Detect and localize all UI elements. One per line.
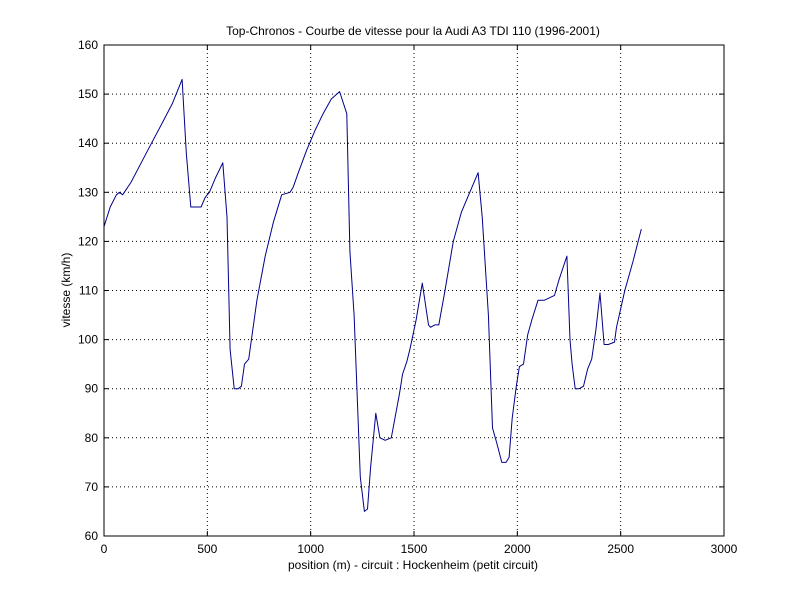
chart-title: Top-Chronos - Courbe de vitesse pour la … (226, 24, 600, 38)
y-tick-label: 150 (78, 87, 98, 101)
y-tick-label: 60 (85, 529, 99, 543)
x-tick-label: 1000 (297, 542, 324, 556)
y-tick-label: 120 (78, 234, 98, 248)
y-axis-label: vitesse (km/h) (59, 253, 73, 328)
axis-ticks (103, 44, 725, 537)
y-tick-label: 140 (78, 136, 98, 150)
y-tick-label: 130 (78, 185, 98, 199)
data-layer (103, 78, 642, 512)
y-tick-label: 80 (85, 431, 99, 445)
y-tick-label: 70 (85, 480, 99, 494)
speed-series-line (103, 78, 642, 512)
x-tick-label: 500 (197, 542, 217, 556)
x-tick-label: 0 (101, 542, 108, 556)
y-tick-label: 100 (78, 333, 98, 347)
grid-lines (104, 45, 724, 536)
x-axis-label: position (m) - circuit : Hockenheim (pet… (288, 558, 538, 572)
x-tick-label: 2000 (504, 542, 531, 556)
tick-labels: 0 500 1000 1500 2000 2500 3000 60 70 80 90 100 110 12… (78, 38, 738, 556)
x-tick-label: 1500 (401, 542, 428, 556)
y-tick-label: 110 (79, 284, 98, 298)
y-tick-label: 90 (85, 382, 99, 396)
x-tick-label: 3000 (711, 542, 738, 556)
x-tick-label: 2500 (607, 542, 634, 556)
y-tick-label: 160 (78, 38, 98, 52)
